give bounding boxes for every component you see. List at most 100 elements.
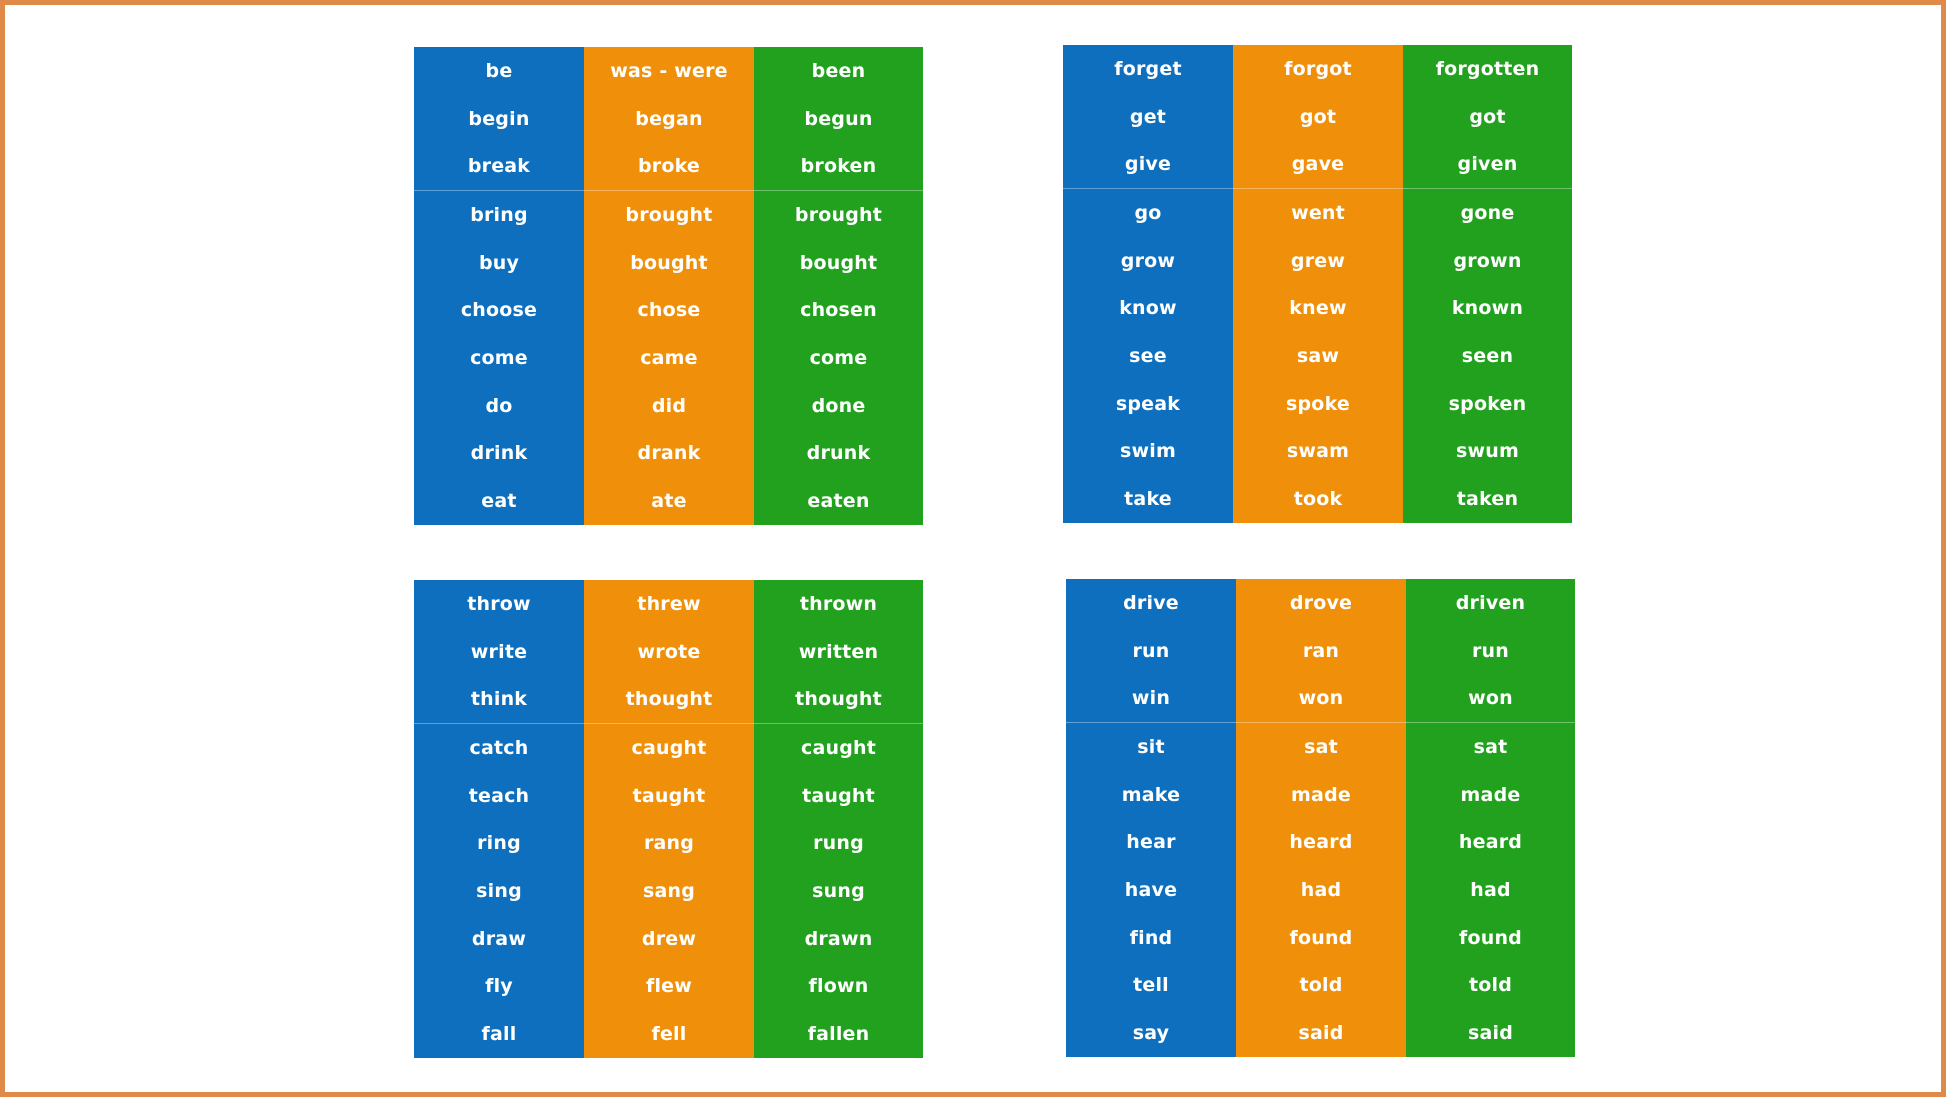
verb-participle-cell: bought [799, 251, 878, 274]
verb-base-cell: have [1124, 879, 1178, 902]
verb-participle-cell: seen [1461, 345, 1514, 368]
verb-participle-cell: heard [1458, 831, 1523, 854]
column-base: forget get give go grow know see speak swim take [1063, 45, 1233, 523]
verb-table-3: throw write think catch teach ring sing draw fly… [414, 580, 923, 1058]
verb-participle-cell: grown [1453, 249, 1522, 272]
verb-base-cell: throw [467, 592, 531, 615]
verb-base-cell: find [1129, 926, 1173, 949]
verb-past-cell: threw [637, 592, 701, 615]
verb-base-cell: drink [470, 442, 528, 465]
verb-base-cell: go [1134, 201, 1162, 224]
verb-past-cell: won [1236, 674, 1406, 724]
verb-base-cell: win [1066, 674, 1236, 724]
verb-base-cell: see [1129, 345, 1167, 368]
verb-base-cell: make [1121, 783, 1181, 806]
verb-base-cell: run [1132, 639, 1170, 662]
verb-past-cell: heard [1289, 831, 1353, 854]
verb-past-cell: was - were [610, 59, 728, 82]
verb-base-cell: teach [468, 784, 530, 807]
verb-past-cell: drew [641, 927, 697, 950]
verb-participle-cell: told [1468, 974, 1513, 997]
verb-base-cell: hear [1126, 831, 1176, 854]
verb-base-cell: ring [477, 832, 521, 855]
verb-participle-cell: taught [802, 784, 875, 807]
verb-past-cell: went [1291, 201, 1345, 224]
verb-past-cell: found [1289, 926, 1353, 949]
verb-past-cell: thought [584, 675, 754, 725]
verb-past-cell: gave [1233, 140, 1403, 190]
verb-participle-cell: thought [754, 675, 923, 725]
verb-participle-cell: got [1469, 105, 1506, 128]
verb-past-cell: made [1291, 783, 1351, 806]
verb-base-cell: draw [471, 927, 527, 950]
verb-past-cell: got [1299, 105, 1337, 128]
verb-past-cell: bought [630, 251, 708, 274]
verb-participle-cell: taken [1456, 488, 1519, 511]
column-participle: forgotten got given gone grown known seen spoke… [1403, 45, 1572, 523]
verb-participle-cell: thrown [799, 592, 878, 615]
verb-past-cell: saw [1296, 345, 1340, 368]
verb-participle-cell: drawn [804, 927, 873, 950]
verb-participle-cell: gone [1460, 201, 1515, 224]
verb-base-cell: know [1119, 297, 1177, 320]
verb-participle-cell: drunk [806, 442, 871, 465]
column-past: forgot got gave went grew knew saw spoke swam too… [1233, 45, 1403, 523]
verb-table-4: drive run win sit make hear have find tell say dro… [1066, 579, 1575, 1057]
verb-base-cell: sing [476, 880, 522, 903]
column-base: drive run win sit make hear have find tell say [1066, 579, 1236, 1057]
verb-past-cell: taught [632, 784, 706, 807]
verb-participle-cell: spoken [1448, 392, 1527, 415]
verb-participle-cell: made [1460, 783, 1521, 806]
verb-past-cell: forgot [1284, 57, 1352, 80]
verb-participle-cell: said [1467, 1022, 1514, 1045]
verb-participle-cell: known [1451, 297, 1524, 320]
verb-past-cell: drove [1289, 591, 1353, 614]
verb-participle-cell: come [809, 347, 868, 370]
verb-base-cell: break [414, 142, 584, 192]
verb-base-cell: take [1124, 488, 1172, 511]
verb-past-cell: grew [1290, 249, 1346, 272]
verb-participle-cell: swum [1456, 440, 1519, 463]
verb-participle-cell: won [1406, 674, 1575, 724]
verb-past-cell: rang [643, 832, 695, 855]
verb-base-cell: say [1132, 1022, 1170, 1045]
verb-past-cell: ate [651, 490, 687, 513]
verb-base-cell: be [485, 59, 513, 82]
verb-past-cell: caught [631, 736, 707, 759]
verb-participle-cell: broken [754, 142, 923, 192]
verb-base-cell: do [485, 394, 513, 417]
verb-past-cell: broke [584, 142, 754, 192]
verb-participle-cell: forgotten [1435, 57, 1540, 80]
verb-past-cell: spoke [1286, 392, 1350, 415]
verb-base-cell: tell [1133, 974, 1169, 997]
verb-base-cell: bring [470, 203, 528, 226]
verb-past-cell: sang [642, 880, 696, 903]
verb-participle-cell: rung [813, 832, 864, 855]
verb-participle-cell: begun [804, 107, 873, 130]
column-past: threw wrote thought caught taught rang sang dre… [584, 580, 754, 1058]
verb-base-cell: speak [1115, 392, 1181, 415]
verb-table-1: be begin break bring buy choose come do drink eat… [414, 47, 923, 525]
verb-past-cell: chose [637, 299, 701, 322]
verb-past-cell: wrote [637, 640, 701, 663]
verb-past-cell: sat [1304, 735, 1338, 758]
column-participle: been begun broken brought bought chosen come do… [754, 47, 923, 525]
verb-participle-cell: eaten [807, 490, 870, 513]
verb-participle-cell: been [811, 59, 866, 82]
verb-participle-cell: caught [800, 736, 877, 759]
verb-past-cell: drank [637, 442, 701, 465]
verb-past-cell: knew [1289, 297, 1347, 320]
column-base: throw write think catch teach ring sing draw fly… [414, 580, 584, 1058]
column-past: was - were began broke brought bought chose ca… [584, 47, 754, 525]
column-participle: thrown written thought caught taught rung sung… [754, 580, 923, 1058]
verb-participle-cell: flown [808, 975, 869, 998]
verb-base-cell: think [414, 675, 584, 725]
verb-participle-cell: had [1470, 879, 1511, 902]
verb-base-cell: come [470, 347, 528, 370]
verb-participle-cell: given [1403, 140, 1572, 190]
verb-past-cell: did [651, 394, 687, 417]
verb-base-cell: buy [478, 251, 520, 274]
verb-table-2: forget get give go grow know see speak swim take f… [1063, 45, 1572, 523]
verb-base-cell: sit [1137, 735, 1165, 758]
verb-participle-cell: chosen [800, 299, 877, 322]
